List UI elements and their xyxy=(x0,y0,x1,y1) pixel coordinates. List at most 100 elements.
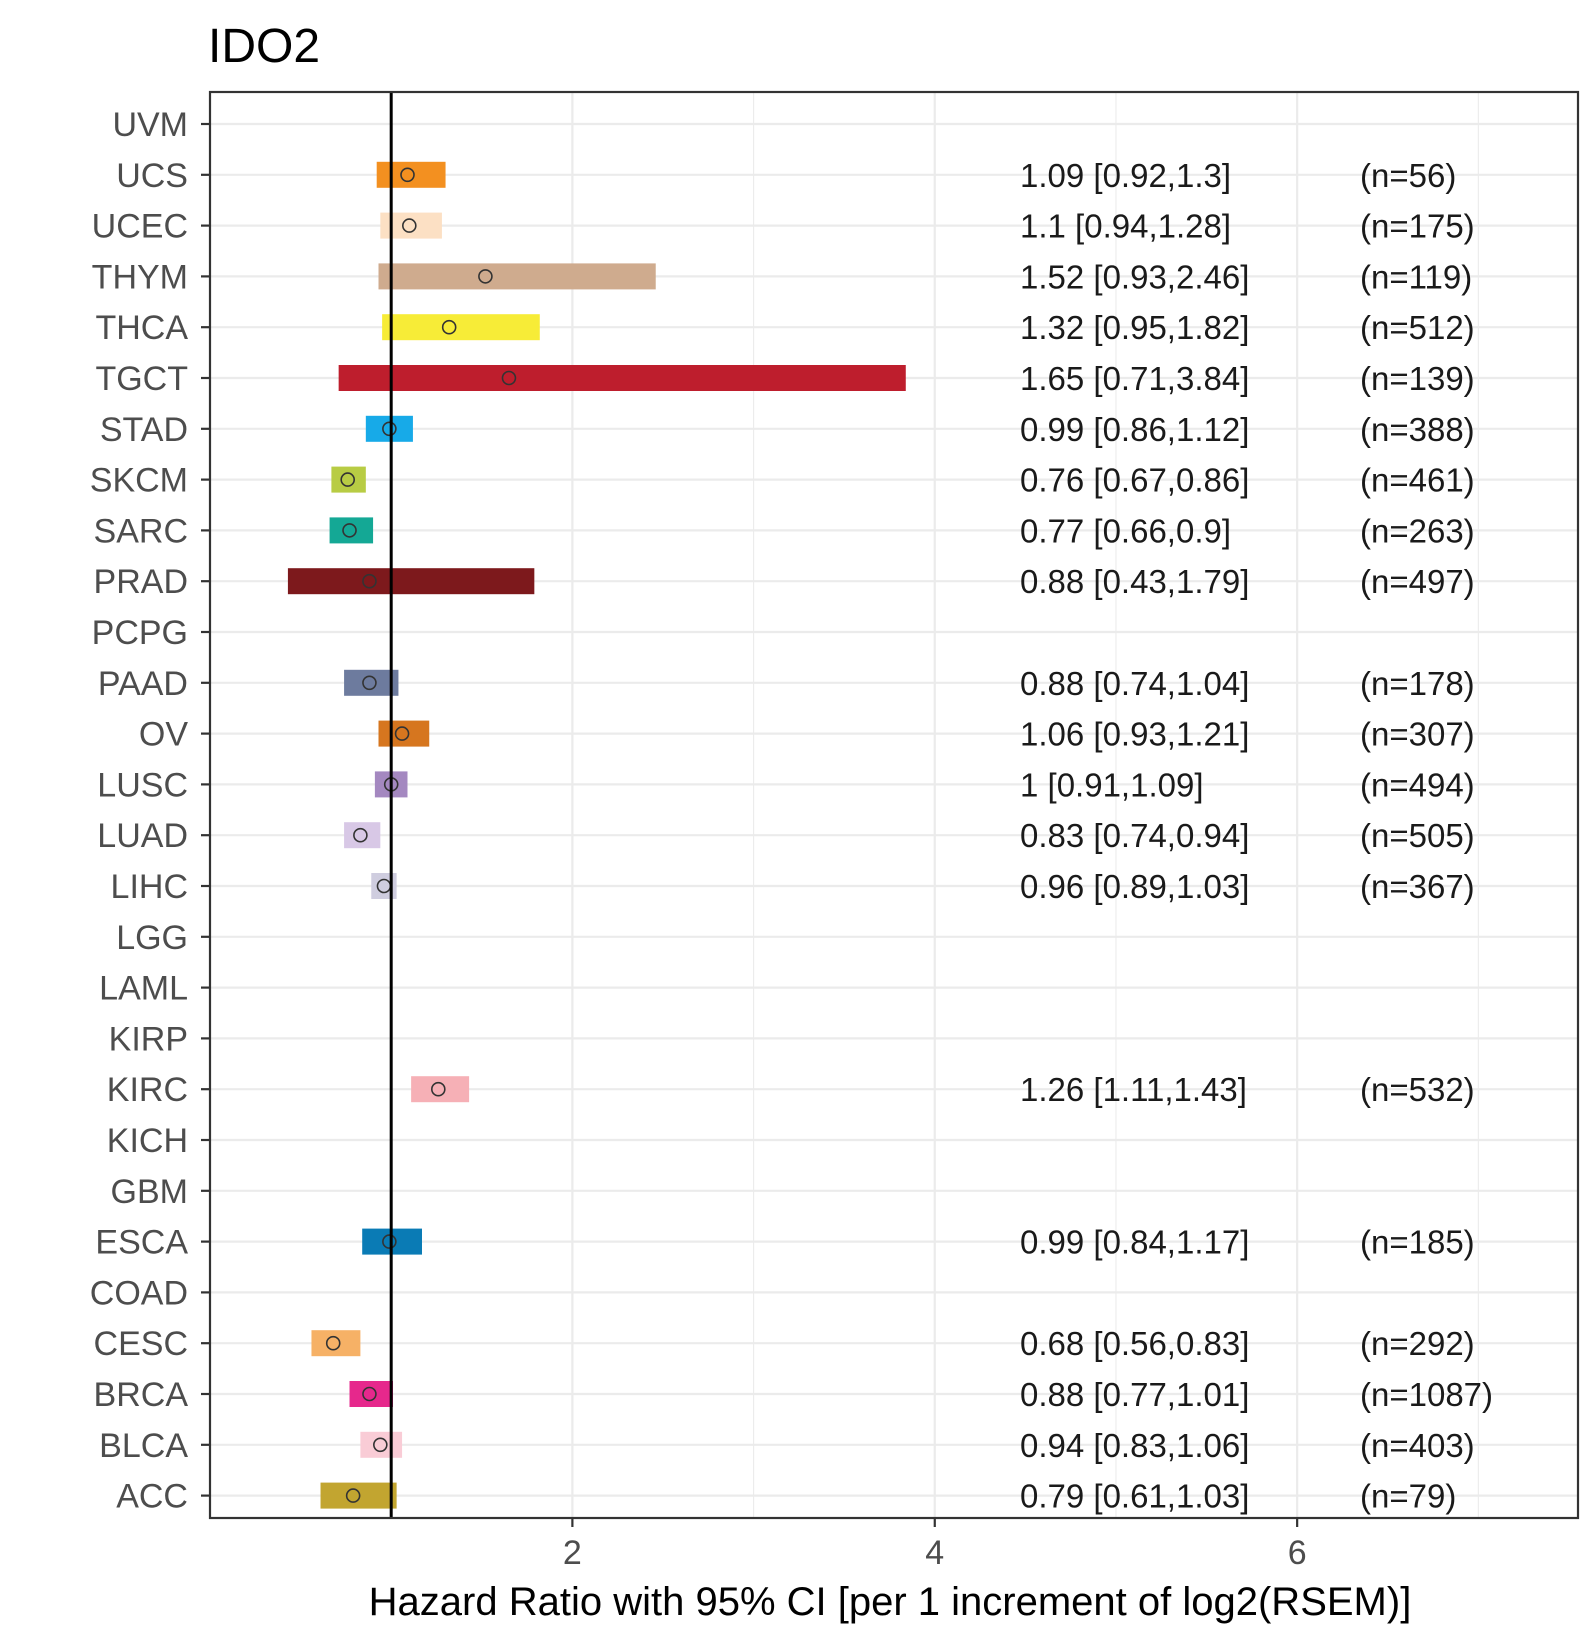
hr-point-skcm xyxy=(340,472,356,487)
hr-point-brca xyxy=(362,1386,377,1402)
sample-size-label: (n=175) xyxy=(1360,208,1475,245)
sample-size-label: (n=512) xyxy=(1360,309,1475,346)
hr-ci-label: 0.77 [0.66,0.9] xyxy=(1020,512,1231,549)
ci-bar-brca xyxy=(349,1381,394,1407)
ci-bar-prad xyxy=(287,568,535,595)
sample-size-label: (n=119) xyxy=(1360,258,1472,295)
hr-ci-label: 1 [0.91,1.09] xyxy=(1020,766,1203,803)
ci-bar-skcm xyxy=(331,466,366,493)
hr-point-acc xyxy=(345,1488,361,1503)
y-tick-label: STAD xyxy=(100,411,188,449)
y-tick-label: PAAD xyxy=(98,665,188,703)
ci-bar-cesc xyxy=(311,1330,361,1357)
ci-bar-thym xyxy=(378,263,656,290)
hr-point-prad xyxy=(362,573,377,589)
y-tick-label: LGG xyxy=(116,919,188,957)
hr-point-paad xyxy=(362,675,377,691)
y-tick-label: PCPG xyxy=(92,614,188,652)
ci-bar-stad xyxy=(365,415,413,442)
y-tick-label: ACC xyxy=(116,1478,188,1516)
sample-size-label: (n=494) xyxy=(1360,766,1475,803)
ci-bar-sarc xyxy=(329,517,374,544)
sample-size-label: (n=185) xyxy=(1360,1224,1475,1261)
y-tick-label: ESCA xyxy=(95,1224,188,1262)
sample-size-label: (n=367) xyxy=(1360,868,1475,905)
sample-size-label: (n=178) xyxy=(1360,665,1475,702)
hr-ci-label: 1.65 [0.71,3.84] xyxy=(1020,360,1249,397)
y-tick-label: BRCA xyxy=(94,1376,189,1414)
y-tick-label: THCA xyxy=(95,309,188,347)
y-tick-label: SKCM xyxy=(90,462,188,500)
y-tick-label: KICH xyxy=(107,1122,188,1160)
x-tick-label: 4 xyxy=(925,1534,944,1572)
y-tick-label: LAML xyxy=(99,970,188,1008)
y-tick-label: TGCT xyxy=(95,360,188,398)
hr-ci-label: 0.88 [0.74,1.04] xyxy=(1020,665,1249,702)
hr-point-ucec xyxy=(402,218,417,233)
hr-point-thca xyxy=(441,319,457,335)
hr-ci-label: 1.06 [0.93,1.21] xyxy=(1020,716,1249,753)
hr-ci-label: 0.96 [0.89,1.03] xyxy=(1020,868,1249,905)
hr-point-ov xyxy=(394,726,410,741)
hr-ci-label: 0.99 [0.86,1.12] xyxy=(1020,411,1249,448)
ci-bar-paad xyxy=(344,669,399,696)
sample-size-label: (n=388) xyxy=(1360,411,1475,448)
x-tick-label: 6 xyxy=(1288,1534,1307,1572)
hr-ci-label: 1.26 [1.11,1.43] xyxy=(1020,1071,1247,1108)
y-tick-label: BLCA xyxy=(99,1427,188,1465)
plot-panel: 1.09 [0.92,1.3] (n=56) 1.1 [0.94,1.28] (n=1… xyxy=(90,90,1580,1572)
sample-size-label: (n=505) xyxy=(1360,817,1475,854)
ci-bar-ucec xyxy=(380,212,442,239)
hr-point-luad xyxy=(353,827,368,843)
y-tick-label: LUSC xyxy=(97,766,188,804)
sample-size-label: (n=292) xyxy=(1360,1325,1475,1362)
ci-bar-luad xyxy=(344,822,381,849)
hr-ci-label: 1.1 [0.94,1.28] xyxy=(1020,208,1231,245)
hr-ci-label: 0.76 [0.67,0.86] xyxy=(1020,462,1249,499)
ci-bar-thca xyxy=(382,314,540,341)
sample-size-label: (n=1087) xyxy=(1360,1376,1493,1413)
x-axis-label: Hazard Ratio with 95% CI [per 1 incremen… xyxy=(369,1580,1412,1624)
hr-ci-label: 0.88 [0.43,1.79] xyxy=(1020,563,1249,600)
sample-size-label: (n=263) xyxy=(1360,512,1475,549)
ci-bar-blca xyxy=(360,1431,403,1458)
hr-point-esca xyxy=(382,1234,397,1249)
sample-size-label: (n=403) xyxy=(1360,1427,1475,1464)
sample-size-label: (n=139) xyxy=(1360,360,1475,397)
hr-point-kirc xyxy=(431,1081,446,1097)
hr-point-thym xyxy=(478,269,493,284)
hr-point-cesc xyxy=(325,1335,341,1351)
y-tick-label: COAD xyxy=(90,1274,188,1312)
sample-size-label: (n=461) xyxy=(1360,462,1475,499)
y-tick-label: KIRP xyxy=(109,1020,188,1058)
y-tick-label: SARC xyxy=(94,512,188,550)
y-tick-label: OV xyxy=(139,716,188,754)
y-tick-label: THYM xyxy=(92,258,188,296)
y-tick-label: LIHC xyxy=(111,868,188,906)
sample-size-label: (n=79) xyxy=(1360,1478,1456,1515)
hr-ci-label: 1.09 [0.92,1.3] xyxy=(1020,157,1231,194)
hr-ci-label: 0.99 [0.84,1.17] xyxy=(1020,1224,1249,1261)
y-tick-label: CESC xyxy=(94,1325,188,1363)
hr-ci-label: 1.32 [0.95,1.82] xyxy=(1020,309,1249,346)
y-tick-label: UCS xyxy=(116,157,188,195)
y-tick-label: LUAD xyxy=(97,817,188,855)
chart-title: IDO2 xyxy=(208,20,320,73)
y-tick-label: PRAD xyxy=(94,563,188,601)
hr-point-ucs xyxy=(400,167,415,183)
y-tick-label: UVM xyxy=(112,106,188,144)
sample-size-label: (n=307) xyxy=(1360,716,1475,753)
hr-point-blca xyxy=(373,1437,388,1453)
hr-ci-label: 1.52 [0.93,2.46] xyxy=(1020,258,1249,295)
sample-size-label: (n=532) xyxy=(1360,1071,1475,1108)
hr-ci-label: 0.88 [0.77,1.01] xyxy=(1020,1376,1249,1413)
hr-ci-label: 0.83 [0.74,0.94] xyxy=(1020,817,1249,854)
x-tick-label: 2 xyxy=(563,1534,582,1572)
ci-bar-acc xyxy=(320,1482,397,1509)
ci-bar-ov xyxy=(378,720,430,747)
ci-bar-lihc xyxy=(371,873,397,899)
hr-ci-label: 0.79 [0.61,1.03] xyxy=(1020,1478,1249,1515)
ci-bar-kirc xyxy=(411,1076,470,1103)
panel-background xyxy=(210,92,1578,1518)
